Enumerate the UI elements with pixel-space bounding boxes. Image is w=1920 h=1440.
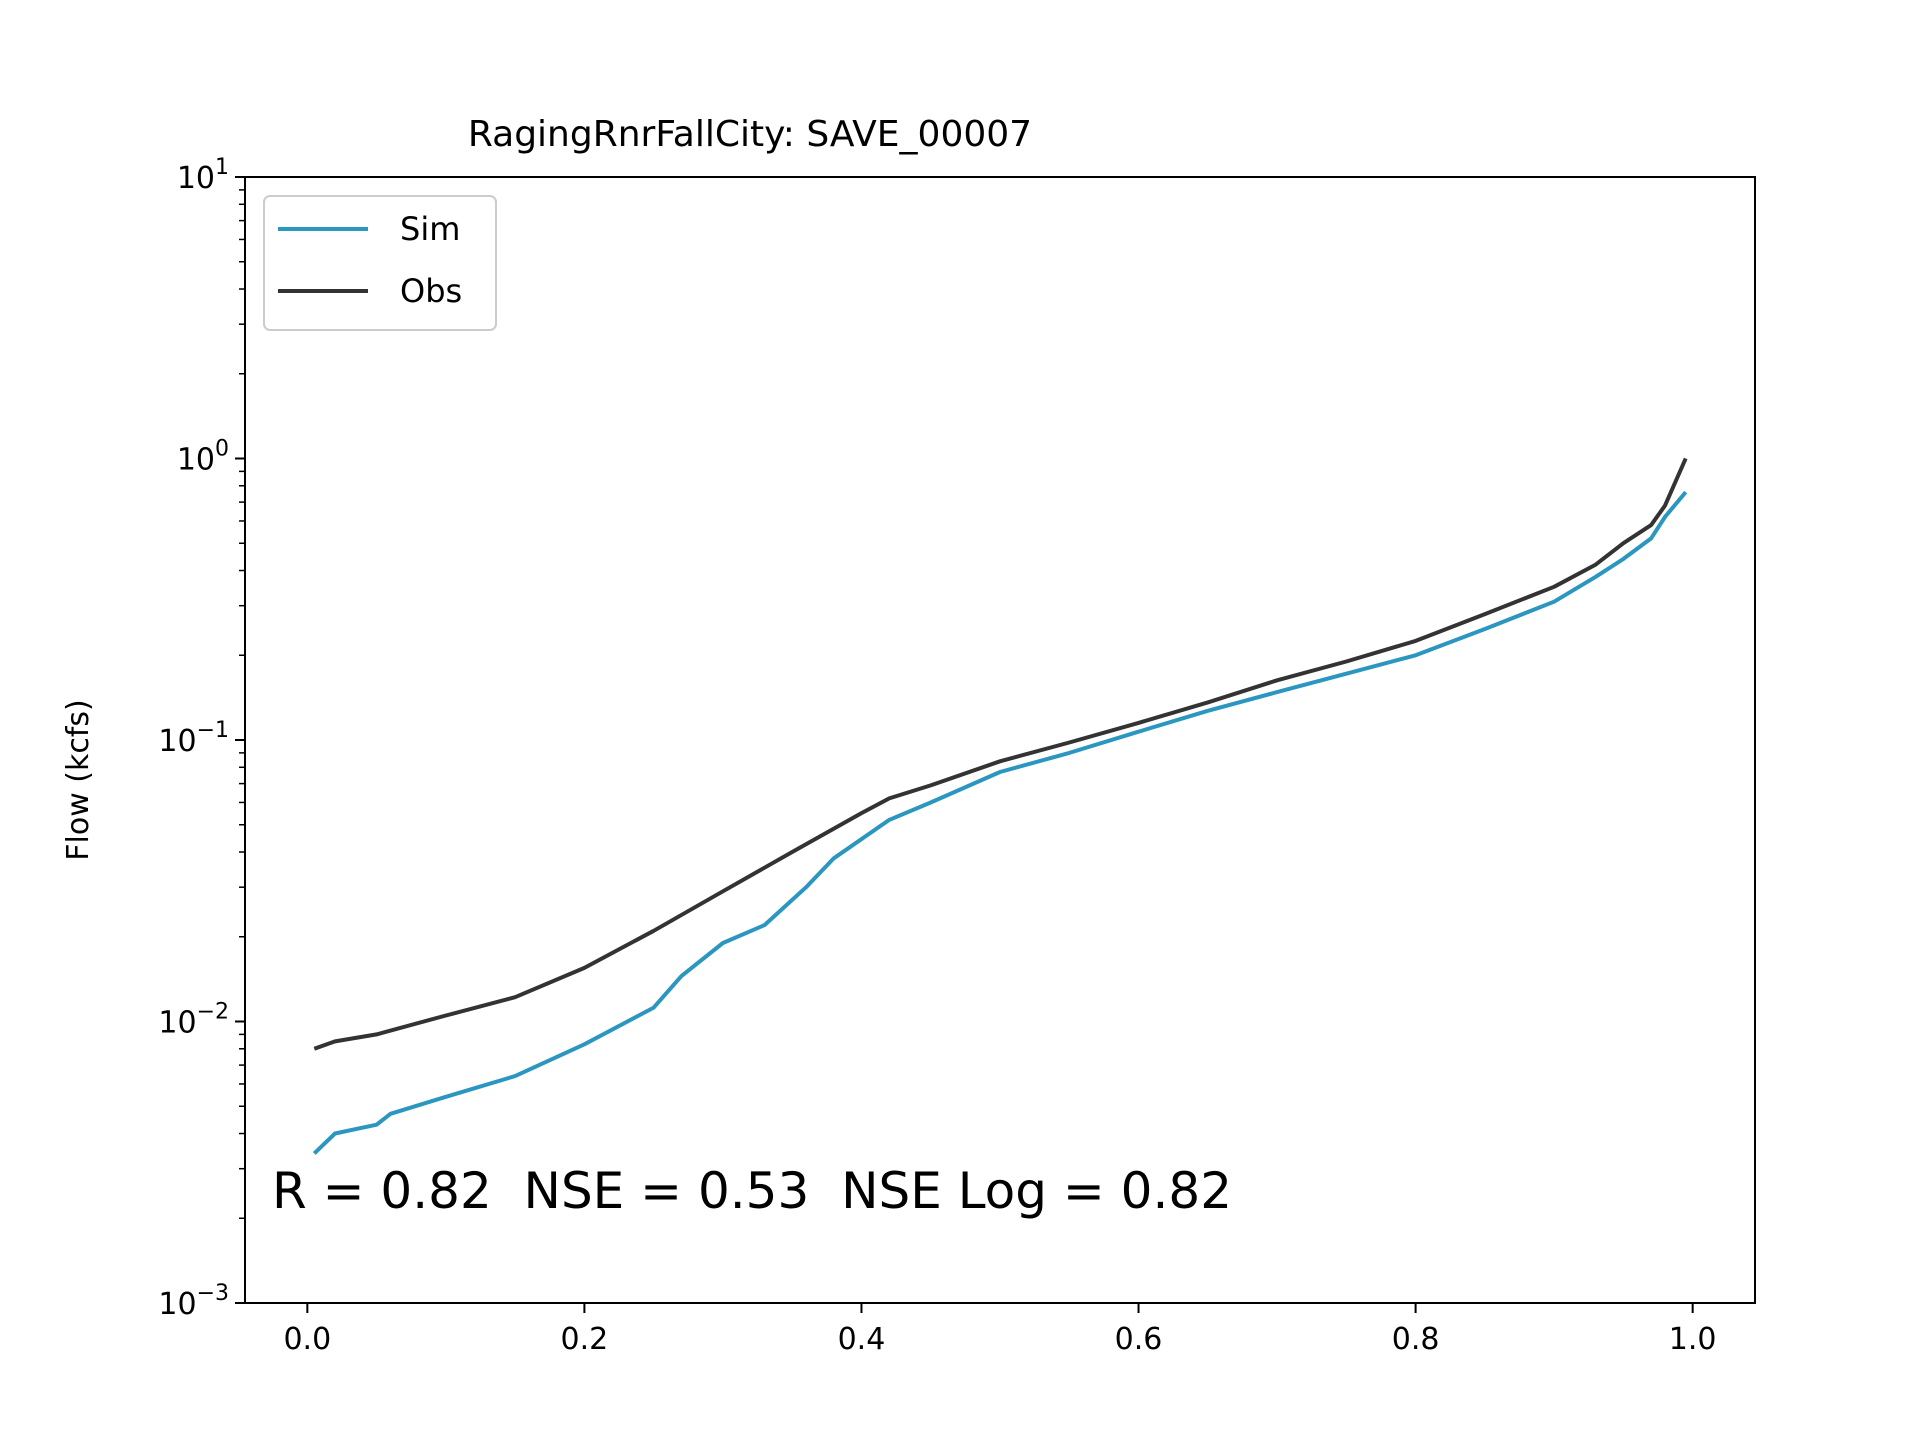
- y-tick-label: 100: [177, 437, 229, 478]
- metrics-annotation: R = 0.82 NSE = 0.53 NSE Log = 0.82: [272, 1162, 1232, 1220]
- x-tick-label: 0.2: [561, 1322, 609, 1357]
- axes-frame: [244, 176, 1756, 1304]
- series-lines: [312, 457, 1688, 1155]
- series-line-sim: [312, 490, 1688, 1155]
- y-tick-label: 101: [177, 155, 229, 196]
- legend-label-obs: Obs: [400, 272, 462, 310]
- axis-ticks: 0.0 0.2 0.4 0.6 0.8 1.0 10−3 10−2 10−1 100 101: [158, 155, 1716, 1357]
- chart-title: RagingRnrFallCity: SAVE_00007: [468, 114, 1032, 155]
- y-tick-label: 10−2: [158, 1000, 229, 1041]
- y-tick-label: 10−3: [158, 1281, 229, 1322]
- x-tick-label: 1.0: [1669, 1322, 1717, 1357]
- legend: Sim Obs: [263, 195, 497, 331]
- y-tick-label: 10−1: [158, 718, 229, 759]
- series-line-obs: [313, 457, 1688, 1051]
- x-tick-label: 0.4: [838, 1322, 886, 1357]
- x-tick-label: 0.0: [283, 1322, 331, 1357]
- y-axis-label: Flow (kcfs): [61, 699, 96, 860]
- legend-label-sim: Sim: [400, 210, 460, 248]
- x-tick-label: 0.8: [1392, 1322, 1440, 1357]
- x-tick-label: 0.6: [1115, 1322, 1163, 1357]
